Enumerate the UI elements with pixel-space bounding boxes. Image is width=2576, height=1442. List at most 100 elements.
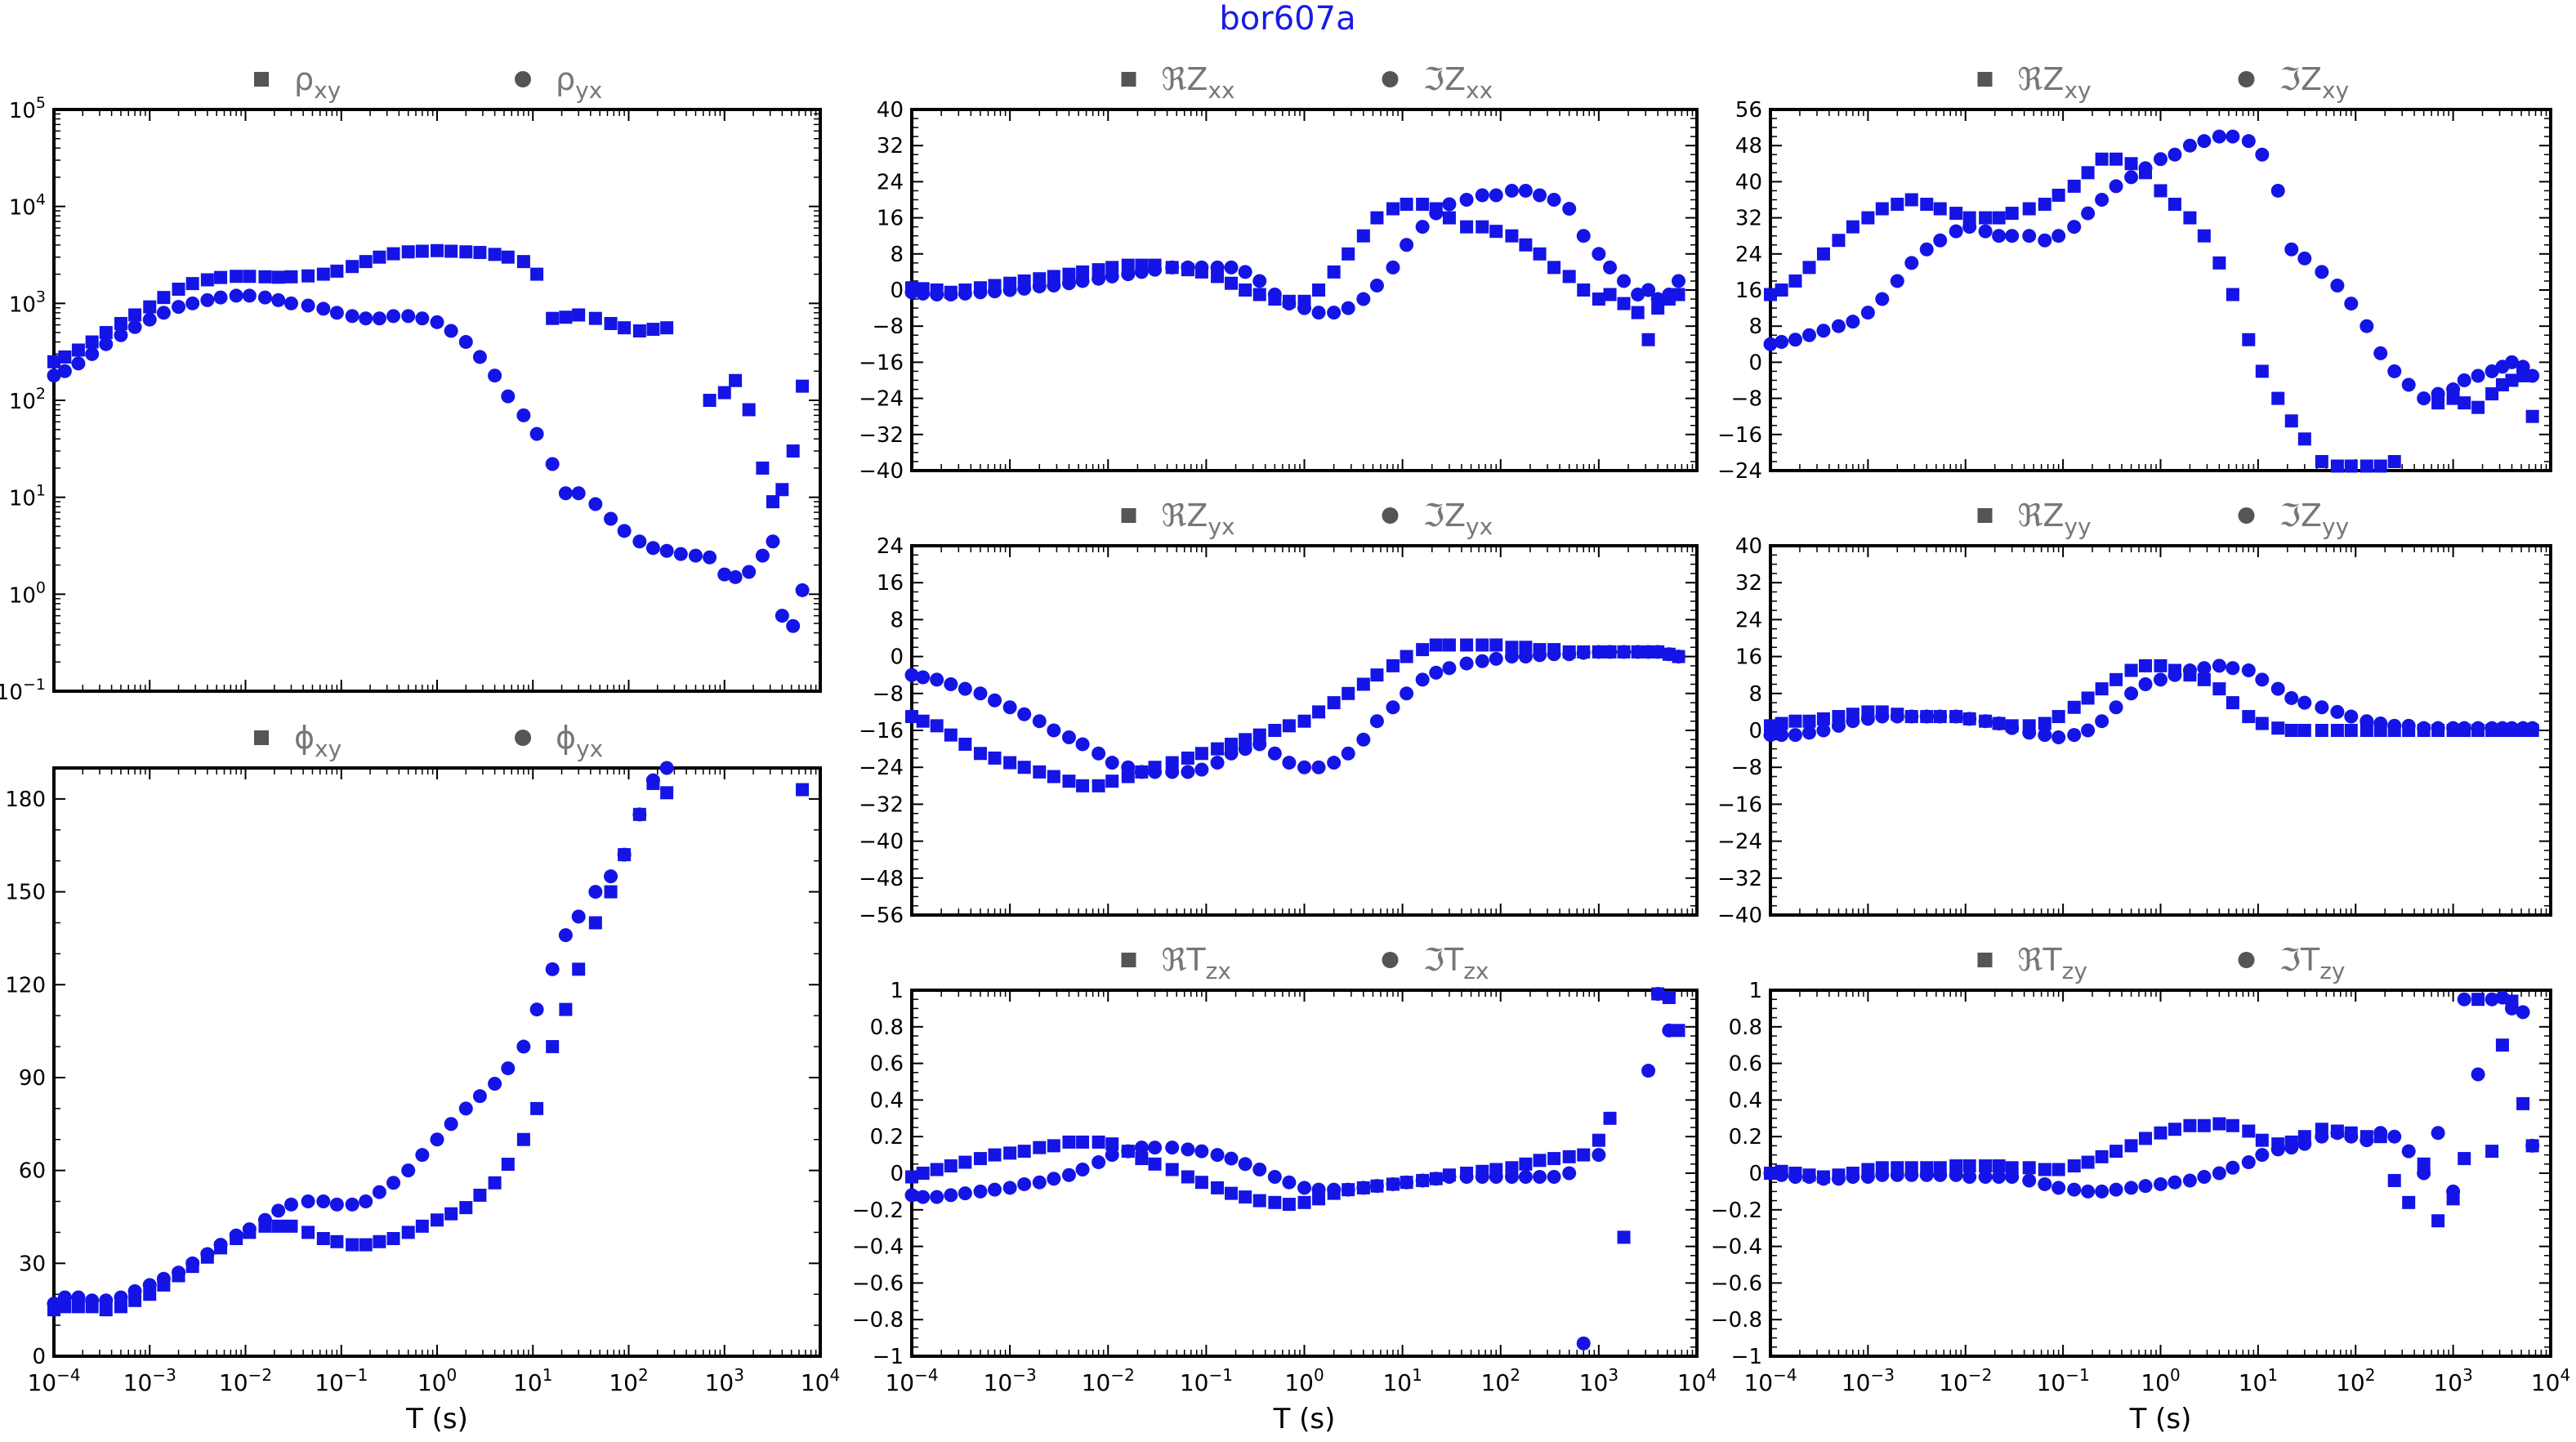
y-tick-label: 0 [1748,1162,1762,1186]
data-point-square [2081,1155,2095,1169]
data-point-square [444,244,458,258]
data-point-circle [2051,229,2066,243]
data-point-circle [1875,1167,1890,1182]
data-point-circle [2109,700,2123,715]
data-point-circle [316,1194,331,1209]
data-point-circle [904,667,919,682]
data-point-square [2359,459,2373,473]
data-point-circle [1962,1169,1977,1184]
data-point-square [988,1148,1002,1162]
data-point-square [1282,719,1296,733]
data-point-circle [1356,292,1371,306]
data-point-circle [1442,661,1457,676]
x-tick-exponent: −4 [56,1365,80,1385]
x-tick-exponent: −1 [344,1365,368,1385]
y-tick-label: 1 [1748,979,1762,1003]
data-point-circle [2226,661,2240,676]
data-point-square [1003,1146,1017,1160]
data-point-circle [1032,1175,1047,1190]
data-point-circle [85,1293,100,1308]
data-point-square [2183,211,2197,225]
x-tick-exponent: 3 [734,1365,744,1385]
data-point-square [1577,1148,1591,1162]
data-point-square [258,270,272,283]
data-point-circle [1992,717,2007,731]
data-point-circle [1860,306,1875,320]
data-point-circle [1547,193,1561,207]
data-point-square [742,403,756,417]
data-point-square [1617,1230,1631,1244]
data-point-square [401,1225,415,1239]
x-tick-exponent: −2 [248,1365,272,1385]
legend-label-subscript: xy [315,735,342,762]
data-point-circle [345,1197,359,1212]
x-tick-exponent: 0 [1314,1365,1324,1385]
data-point-circle [2471,1067,2485,1082]
data-point-square [1505,229,1519,243]
x-tick-label: 104 [2531,1365,2570,1396]
data-point-square [2226,1118,2239,1132]
data-point-square [1547,1152,1561,1166]
data-point-circle [1002,700,1017,715]
x-tick-exponent: 0 [446,1365,457,1385]
data-point-circle [904,285,919,300]
data-point-circle [2182,663,2197,678]
data-point-circle [2138,1179,2153,1194]
data-point-square [2226,696,2239,710]
data-point-circle [1181,1142,1195,1157]
x-tick-exponent: −1 [1208,1365,1232,1385]
data-point-square [2038,198,2051,212]
legend-circle-marker [1382,507,1399,524]
data-point-circle [1650,292,1665,306]
data-point-square [2344,459,2358,473]
data-point-square [546,1040,560,1054]
x-tick-exponent: 3 [1608,1365,1618,1385]
data-point-circle [1978,714,1993,729]
data-point-circle [2255,147,2270,162]
y-tick-label: −0.4 [1711,1235,1762,1260]
data-point-square [2242,710,2256,724]
data-point-square [2067,1159,2081,1173]
plot-frame [52,766,822,1358]
data-point-square [1181,1170,1194,1184]
data-point-square [1282,1198,1296,1212]
data-point-circle [1429,1172,1444,1186]
legend-circle-marker [515,730,531,746]
data-point-circle [85,346,100,361]
data-point-circle [1576,1336,1591,1350]
data-point-circle [372,1185,386,1199]
data-point-circle [2124,170,2139,185]
data-point-circle [1429,665,1444,680]
y-tick-label: 0.4 [870,1088,904,1113]
y-tick-label: 16 [1735,645,1762,670]
data-point-square [185,277,199,291]
data-layer [1763,990,2540,1228]
x-tick-label: 10−3 [1842,1365,1895,1396]
data-point-square [316,267,330,281]
data-point-square [988,751,1002,765]
y-tick-label: 102 [9,385,46,414]
data-point-square [172,282,185,296]
data-point-circle [1134,1141,1149,1155]
data-point-circle [1631,288,1645,302]
data-point-square [2212,1117,2226,1131]
y-tick-label: 0 [890,279,904,303]
y-tick-label: 0.6 [1729,1052,1762,1077]
data-point-square [2516,1096,2530,1110]
data-point-circle [1875,709,1890,724]
data-point-circle [1341,301,1355,315]
y-tick-label: −16 [859,719,904,743]
data-point-square [1312,705,1326,719]
data-point-square [2255,1133,2269,1147]
data-point-circle [1415,672,1430,687]
legend-label-subscript: yx [575,77,602,104]
y-tick-label: −24 [1717,459,1762,484]
data-point-circle [742,565,757,579]
data-point-circle [588,497,603,511]
data-point-square [1816,712,1830,725]
data-point-circle [1475,654,1489,668]
data-point-circle [301,298,315,313]
data-point-square [271,270,285,284]
data-point-circle [1802,1169,1817,1184]
legend-circle-marker [515,71,531,87]
